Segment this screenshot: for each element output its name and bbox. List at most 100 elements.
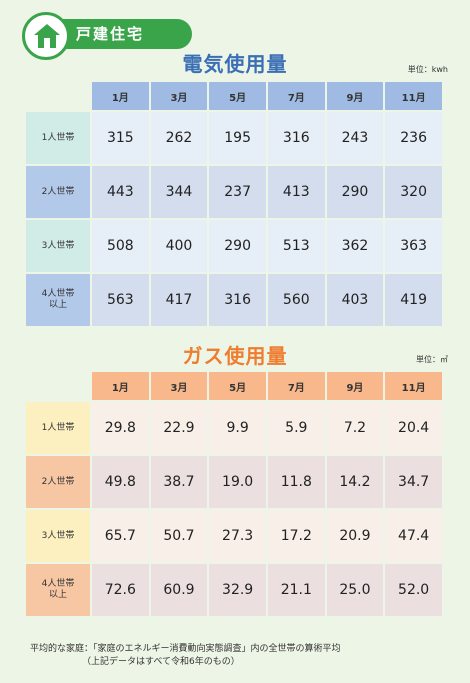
usage-value-cell: 320 xyxy=(385,166,442,218)
usage-value-cell: 413 xyxy=(267,166,325,218)
usage-value-cell: 52.0 xyxy=(385,564,442,616)
usage-value-cell: 47.4 xyxy=(385,510,442,562)
month-header: 5月 xyxy=(209,82,266,110)
usage-value-cell: 17.2 xyxy=(267,510,325,562)
usage-value-cell: 236 xyxy=(385,112,442,164)
month-header: 7月 xyxy=(267,82,325,110)
usage-value-cell: 14.2 xyxy=(326,456,384,508)
gas-header-row: 1月 3月 5月 7月 9月 11月 xyxy=(26,372,442,400)
table-corner xyxy=(26,372,90,400)
month-header: 9月 xyxy=(326,372,384,400)
usage-value-cell: 22.9 xyxy=(150,402,208,454)
usage-value-cell: 195 xyxy=(209,112,266,164)
usage-value-cell: 32.9 xyxy=(209,564,266,616)
usage-value-cell: 563 xyxy=(92,274,149,326)
usage-value-cell: 513 xyxy=(267,220,325,272)
usage-value-cell: 560 xyxy=(267,274,325,326)
housing-type-badge: 戸建住宅 xyxy=(22,12,192,60)
usage-value-cell: 38.7 xyxy=(150,456,208,508)
month-header: 11月 xyxy=(385,82,442,110)
usage-value-cell: 60.9 xyxy=(150,564,208,616)
household-label: 2人世帯 xyxy=(26,456,90,508)
usage-value-cell: 11.8 xyxy=(267,456,325,508)
usage-value-cell: 290 xyxy=(326,166,384,218)
table-row: 3人世帯 65.7 50.7 27.3 17.2 20.9 47.4 xyxy=(26,510,442,562)
table-row: 2人世帯 443 344 237 413 290 320 xyxy=(26,166,442,218)
usage-value-cell: 9.9 xyxy=(209,402,266,454)
usage-value-cell: 344 xyxy=(150,166,208,218)
usage-value-cell: 362 xyxy=(326,220,384,272)
household-label: 4人世帯 以上 xyxy=(26,274,90,326)
household-label-line: 4人世帯 xyxy=(41,289,75,299)
usage-value-cell: 290 xyxy=(209,220,266,272)
table-row: 2人世帯 49.8 38.7 19.0 11.8 14.2 34.7 xyxy=(26,456,442,508)
usage-value-cell: 65.7 xyxy=(92,510,149,562)
household-label-line: 3人世帯 xyxy=(41,530,75,541)
month-header: 5月 xyxy=(209,372,266,400)
table-row: 3人世帯 508 400 290 513 362 363 xyxy=(26,220,442,272)
footnote-line-2: （上記データはすべて令和6年のもの） xyxy=(82,657,240,667)
month-header: 1月 xyxy=(92,372,149,400)
usage-value-cell: 7.2 xyxy=(326,402,384,454)
table-row: 1人世帯 315 262 195 316 243 236 xyxy=(26,112,442,164)
gas-table: 1月 3月 5月 7月 9月 11月 1人世帯 29.8 22.9 9.9 5.9 7.2… xyxy=(24,370,444,618)
usage-value-cell: 262 xyxy=(150,112,208,164)
table-row: 4人世帯 以上 72.6 60.9 32.9 21.1 25.0 52.0 xyxy=(26,564,442,616)
household-label-line: 1人世帯 xyxy=(41,422,75,433)
household-label: 3人世帯 xyxy=(26,510,90,562)
usage-value-cell: 19.0 xyxy=(209,456,266,508)
month-header: 1月 xyxy=(92,82,149,110)
electric-title: 電気使用量 xyxy=(182,52,288,76)
usage-value-cell: 5.9 xyxy=(267,402,325,454)
month-header: 9月 xyxy=(326,82,384,110)
usage-value-cell: 25.0 xyxy=(326,564,384,616)
household-label: 1人世帯 xyxy=(26,402,90,454)
household-label-line: 1人世帯 xyxy=(41,132,75,143)
usage-value-cell: 20.4 xyxy=(385,402,442,454)
usage-value-cell: 363 xyxy=(385,220,442,272)
usage-value-cell: 21.1 xyxy=(267,564,325,616)
household-label: 3人世帯 xyxy=(26,220,90,272)
household-label-line: 以上 xyxy=(48,590,67,600)
table-corner xyxy=(26,82,90,110)
household-label-line: 4人世帯 xyxy=(41,579,75,589)
month-header: 11月 xyxy=(385,372,442,400)
usage-value-cell: 316 xyxy=(209,274,266,326)
household-label: 1人世帯 xyxy=(26,112,90,164)
house-icon xyxy=(22,12,70,60)
usage-value-cell: 403 xyxy=(326,274,384,326)
usage-value-cell: 419 xyxy=(385,274,442,326)
usage-value-cell: 315 xyxy=(92,112,149,164)
footnote: 平均的な家庭：「家庭のエネルギー消費動向実態調査」内の全世帯の算術平均 （上記デ… xyxy=(30,643,341,669)
electric-unit: 単位：kwh xyxy=(407,65,448,74)
usage-value-cell: 508 xyxy=(92,220,149,272)
household-label-line: 以上 xyxy=(48,300,67,310)
usage-value-cell: 316 xyxy=(267,112,325,164)
household-label-line: 3人世帯 xyxy=(41,240,75,251)
gas-title: ガス使用量 xyxy=(182,344,288,368)
usage-value-cell: 50.7 xyxy=(150,510,208,562)
table-row: 1人世帯 29.8 22.9 9.9 5.9 7.2 20.4 xyxy=(26,402,442,454)
usage-value-cell: 20.9 xyxy=(326,510,384,562)
badge-label: 戸建住宅 xyxy=(62,19,192,49)
usage-value-cell: 400 xyxy=(150,220,208,272)
usage-value-cell: 49.8 xyxy=(92,456,149,508)
usage-value-cell: 443 xyxy=(92,166,149,218)
electric-header-row: 1月 3月 5月 7月 9月 11月 xyxy=(26,82,442,110)
household-label: 2人世帯 xyxy=(26,166,90,218)
electric-table: 1月 3月 5月 7月 9月 11月 1人世帯 315 262 195 316 243 23… xyxy=(24,80,444,328)
usage-value-cell: 72.6 xyxy=(92,564,149,616)
month-header: 7月 xyxy=(267,372,325,400)
usage-value-cell: 27.3 xyxy=(209,510,266,562)
gas-unit: 単位：㎥ xyxy=(416,355,448,364)
usage-value-cell: 243 xyxy=(326,112,384,164)
month-header: 3月 xyxy=(150,372,208,400)
usage-value-cell: 29.8 xyxy=(92,402,149,454)
usage-value-cell: 237 xyxy=(209,166,266,218)
household-label: 4人世帯 以上 xyxy=(26,564,90,616)
household-label-line: 2人世帯 xyxy=(41,186,75,197)
table-row: 4人世帯 以上 563 417 316 560 403 419 xyxy=(26,274,442,326)
footnote-line-1: 平均的な家庭：「家庭のエネルギー消費動向実態調査」内の全世帯の算術平均 xyxy=(30,644,341,654)
usage-value-cell: 34.7 xyxy=(385,456,442,508)
usage-value-cell: 417 xyxy=(150,274,208,326)
